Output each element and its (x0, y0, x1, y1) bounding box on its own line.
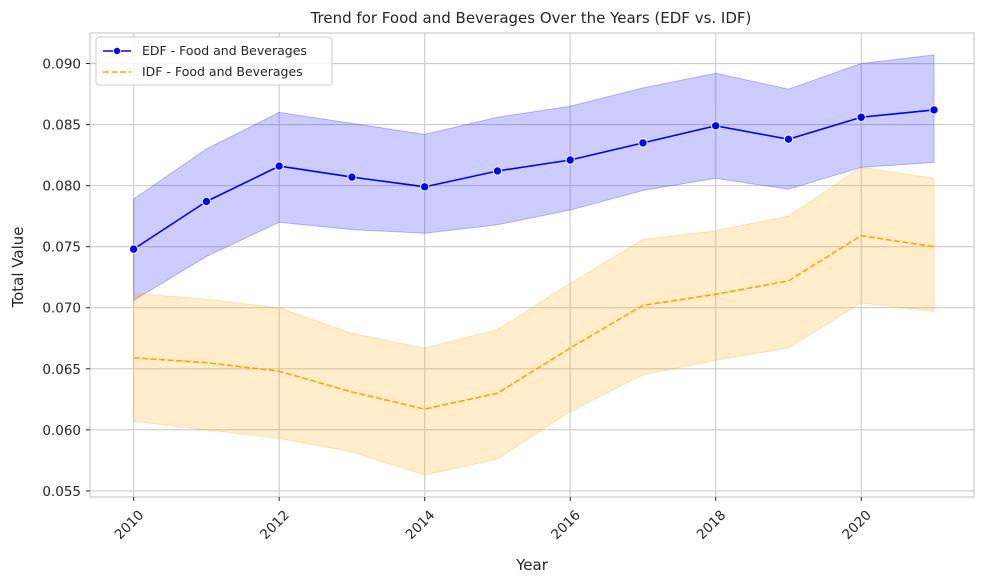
idf-food-and-beverages-line (133, 234, 935, 410)
edf-food-and-beverages-point-2014 (419, 182, 430, 192)
y-tick-label-0.075: 0.075 (42, 240, 81, 256)
legend-label-edf: EDF - Food and Beverages (142, 43, 307, 58)
edf-food-and-beverages-point-2019 (783, 134, 794, 144)
edf-food-and-beverages-point-2011 (201, 196, 212, 207)
legend-box (95, 36, 333, 86)
edf-food-and-beverages-line (133, 109, 935, 250)
idf-food-and-beverages-confidence-band (133, 166, 935, 476)
y-axis-ticks: 0.055 0.060 0.065 0.070 0.075 0.080 0.085 0.090 (42, 57, 90, 500)
edf-food-and-beverages-confidence-band (133, 54, 935, 302)
chart-title: Trend for Food and Beverages Over the Ye… (310, 9, 752, 27)
edf-food-and-beverages-point-2020 (856, 112, 866, 122)
edf-food-and-beverages-point-2010 (128, 244, 139, 254)
edf-food-and-beverages-point-2021 (929, 105, 939, 115)
y-tick-label-0.055: 0.055 (42, 484, 81, 500)
edf-food-and-beverages-point-2016 (565, 155, 575, 165)
y-tick-label-0.090: 0.090 (42, 57, 81, 73)
legend-swatch-edf-marker (113, 47, 122, 56)
x-axis-label: Year (515, 556, 549, 574)
y-axis-label: Total Value (9, 227, 27, 309)
edf-food-and-beverages-point-2018 (711, 121, 721, 131)
y-tick-label-0.065: 0.065 (42, 362, 81, 378)
edf-food-and-beverages-point-2013 (347, 172, 357, 182)
y-tick-label-0.085: 0.085 (42, 118, 81, 134)
legend-label-idf: IDF - Food and Beverages (142, 64, 303, 79)
grid (90, 33, 974, 497)
legend: EDF - Food and Beverages IDF - Food and … (95, 36, 333, 86)
y-tick-label-0.080: 0.080 (42, 179, 81, 195)
series-markers (128, 105, 939, 254)
edf-food-and-beverages-point-2012 (274, 161, 284, 171)
y-tick-label-0.070: 0.070 (42, 301, 81, 317)
confidence-bands (133, 54, 935, 476)
plot-frame (89, 32, 975, 498)
edf-food-and-beverages-point-2017 (638, 138, 648, 148)
series-lines (133, 109, 935, 410)
edf-food-and-beverages-point-2015 (492, 166, 503, 176)
y-tick-label-0.060: 0.060 (42, 423, 81, 439)
